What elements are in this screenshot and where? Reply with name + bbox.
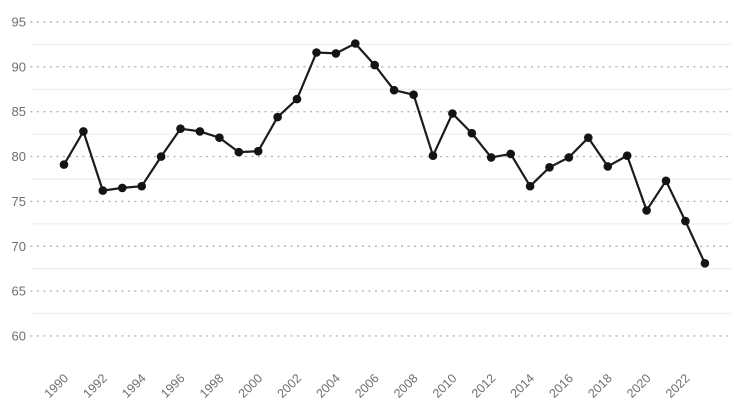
data-point-1991 <box>79 127 88 136</box>
data-point-2014 <box>525 181 535 191</box>
data-point-2002 <box>292 94 302 104</box>
data-point-1995 <box>156 152 166 161</box>
data-point-1999 <box>234 147 244 157</box>
data-point-2019 <box>622 151 632 160</box>
x-axis-tick-label: 1996 <box>158 371 188 401</box>
data-point-2023 <box>700 259 710 268</box>
data-point-1993 <box>118 183 127 193</box>
data-point-1992 <box>98 186 108 195</box>
data-point-1990 <box>59 160 69 169</box>
data-point-2005 <box>351 39 360 48</box>
data-point-2018 <box>603 162 613 171</box>
x-axis-tick-label: 2002 <box>275 371 305 401</box>
x-axis-tick-label: 2014 <box>508 371 538 401</box>
data-point-2001 <box>273 112 282 122</box>
data-point-2010 <box>448 109 457 118</box>
data-point-2006 <box>370 60 380 70</box>
x-axis-tick-label: 1998 <box>197 371 227 401</box>
data-point-2015 <box>545 163 554 172</box>
x-axis-tick-label: 2012 <box>469 371 499 401</box>
x-axis-tick-label: 2018 <box>585 371 615 401</box>
x-axis-tick-label: 2022 <box>663 371 693 401</box>
data-point-2013 <box>506 149 515 159</box>
data-point-2003 <box>312 48 321 57</box>
data-point-2008 <box>409 90 418 99</box>
x-axis-tick-label: 2008 <box>391 371 421 401</box>
data-point-2007 <box>389 85 399 95</box>
y-axis-tick-label: 60 <box>12 328 26 343</box>
data-point-1998 <box>215 133 224 142</box>
y-axis-tick-label: 85 <box>12 104 26 119</box>
data-point-2020 <box>642 206 651 215</box>
data-point-1996 <box>176 124 185 133</box>
data-point-2009 <box>428 151 438 160</box>
y-axis-tick-label: 70 <box>12 239 26 254</box>
data-point-2000 <box>253 146 263 156</box>
data-point-2016 <box>564 153 574 162</box>
y-axis-tick-label: 95 <box>12 15 26 30</box>
data-series-line <box>62 42 706 265</box>
x-axis-tick-label: 1990 <box>42 371 72 401</box>
data-point-1997 <box>195 127 205 136</box>
x-axis-tick-label: 2010 <box>430 371 460 401</box>
x-axis-tick-label: 2000 <box>236 371 266 401</box>
y-axis-tick-label: 90 <box>12 59 26 74</box>
data-point-2017 <box>584 133 593 142</box>
data-point-2004 <box>331 49 341 58</box>
y-axis-tick-label: 75 <box>12 194 26 209</box>
x-axis-tick-label: 2004 <box>313 371 343 401</box>
y-axis-tick-label: 80 <box>12 149 26 164</box>
x-axis-tick-label: 1994 <box>119 371 149 401</box>
data-point-2011 <box>467 128 477 138</box>
x-axis-tick-label: 2006 <box>352 371 382 401</box>
x-axis-tick-label: 2020 <box>624 371 654 401</box>
x-axis-tick-label: 2016 <box>546 371 576 401</box>
data-point-2021 <box>661 176 671 186</box>
data-point-2012 <box>486 153 496 162</box>
data-point-2022 <box>681 216 690 226</box>
y-axis-tick-label: 65 <box>12 284 26 299</box>
data-point-1994 <box>137 181 146 191</box>
x-axis-tick-label: 1992 <box>80 371 110 401</box>
